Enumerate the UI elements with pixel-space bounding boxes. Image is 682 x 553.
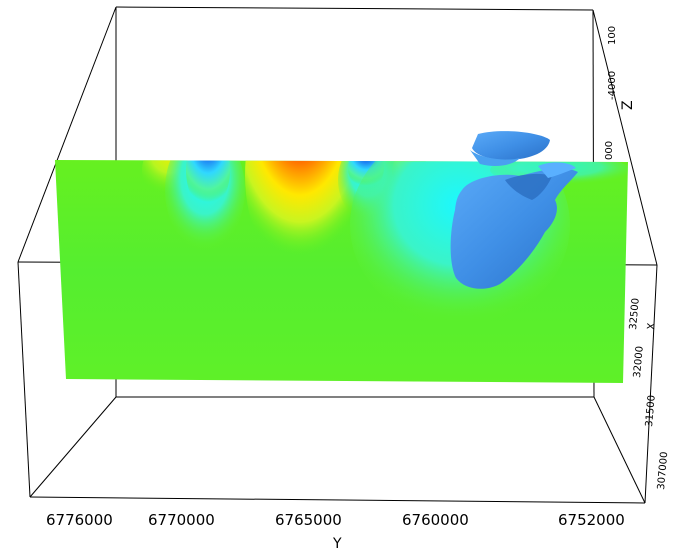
y-tick-label: 6765000 — [275, 511, 342, 529]
y-tick-label: 6776000 — [46, 511, 113, 529]
y-tick-label: 6770000 — [148, 511, 215, 529]
x-axis-title: X — [646, 322, 658, 330]
z-tick-label: -4000 — [607, 71, 618, 100]
z-axis-title: Z — [620, 100, 636, 110]
isosurface-body[interactable] — [450, 131, 578, 289]
y-axis: 6776000 6770000 6765000 6760000 6752000 … — [46, 511, 625, 552]
x-tick-label: 31500 — [644, 395, 658, 428]
y-tick-label: 6760000 — [402, 511, 469, 529]
z-tick-label: 000 — [604, 141, 615, 160]
z-axis: 100 -4000 000 Z — [604, 26, 636, 160]
y-tick-label: 6752000 — [558, 511, 625, 529]
y-axis-title: Y — [332, 536, 342, 552]
x-tick-label: 32500 — [628, 298, 642, 331]
red-anomaly — [245, 160, 355, 275]
x-axis: 32500 32000 31500 307000 X — [628, 298, 670, 491]
x-tick-label: 307000 — [656, 451, 670, 490]
blue-anomaly-left — [186, 160, 230, 210]
z-tick-label: 100 — [607, 26, 618, 45]
x-tick-label: 32000 — [632, 346, 646, 379]
